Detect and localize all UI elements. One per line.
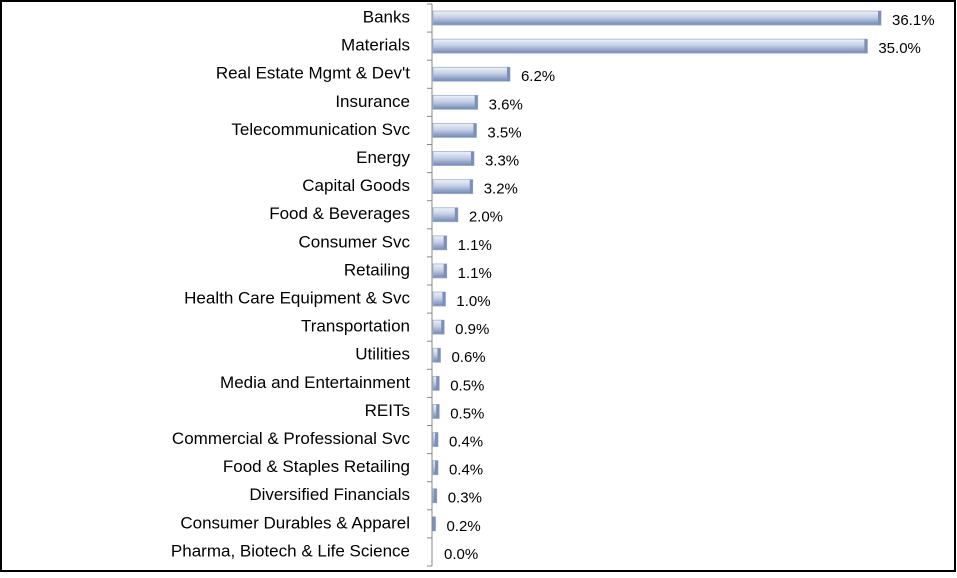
- bar-end: [864, 39, 868, 54]
- value-label: 0.3%: [448, 490, 482, 507]
- bar-end: [441, 320, 445, 335]
- category-label: Consumer Svc: [299, 232, 411, 251]
- value-label: 0.0%: [444, 546, 478, 563]
- bar-end: [433, 488, 437, 503]
- bar: [432, 10, 882, 26]
- bar-end: [506, 67, 510, 82]
- value-label: 3.5%: [487, 124, 521, 141]
- value-label: 0.2%: [446, 518, 480, 535]
- bar-end: [470, 151, 474, 166]
- bar-end: [434, 460, 438, 475]
- category-label: Capital Goods: [302, 176, 410, 195]
- value-label: 2.0%: [469, 209, 503, 226]
- bar-end: [434, 432, 438, 447]
- value-label: 0.4%: [449, 462, 483, 479]
- bar-end: [878, 11, 881, 26]
- value-label: 0.5%: [450, 377, 484, 394]
- value-label: 1.1%: [458, 265, 492, 282]
- category-label: Real Estate Mgmt & Dev't: [216, 64, 410, 83]
- value-label: 35.0%: [878, 40, 921, 57]
- category-label: Food & Beverages: [269, 204, 410, 223]
- category-label: Diversified Financials: [249, 485, 410, 504]
- value-label: 1.1%: [458, 237, 492, 254]
- category-label: Materials: [341, 36, 410, 55]
- value-label: 0.9%: [455, 321, 489, 338]
- bar-end: [443, 263, 447, 278]
- category-label: Energy: [356, 148, 410, 167]
- category-label: REITs: [365, 401, 410, 420]
- category-label: Pharma, Biotech & Life Science: [171, 541, 410, 560]
- category-label: Media and Entertainment: [220, 373, 410, 392]
- category-label: Insurance: [335, 92, 410, 111]
- bar-end: [442, 292, 446, 307]
- bar-end: [469, 179, 473, 194]
- bar-end: [436, 404, 440, 419]
- category-label: Commercial & Professional Svc: [172, 429, 411, 448]
- bar-end: [474, 95, 478, 110]
- bar-end: [473, 123, 477, 138]
- category-label: Banks: [363, 8, 410, 27]
- value-label: 0.5%: [450, 405, 484, 422]
- bar-end: [436, 376, 440, 391]
- category-label: Food & Staples Retailing: [223, 457, 410, 476]
- category-label: Health Care Equipment & Svc: [184, 289, 410, 308]
- bar: [432, 151, 475, 166]
- category-label: Retailing: [344, 260, 410, 279]
- bar-end: [443, 235, 447, 250]
- value-label: 1.0%: [456, 293, 490, 310]
- bar: [432, 179, 474, 195]
- value-label: 0.4%: [449, 434, 483, 451]
- category-label: Utilities: [355, 345, 410, 364]
- bar: [432, 123, 477, 138]
- bar: [432, 207, 459, 223]
- bar: [432, 94, 479, 110]
- value-label: 3.3%: [485, 153, 519, 170]
- bar-end: [432, 516, 436, 531]
- value-label: 3.2%: [484, 181, 518, 198]
- category-label: Transportation: [301, 317, 410, 336]
- value-label: 36.1%: [892, 12, 935, 29]
- category-label: Consumer Durables & Apparel: [180, 513, 410, 532]
- value-label: 0.6%: [451, 349, 485, 366]
- value-label: 3.6%: [489, 96, 523, 113]
- value-label: 6.2%: [521, 68, 555, 85]
- bar-end: [437, 348, 441, 363]
- category-label: Telecommunication Svc: [231, 120, 410, 139]
- bar: [432, 66, 511, 82]
- bar: [432, 38, 868, 54]
- bar-end: [454, 207, 458, 222]
